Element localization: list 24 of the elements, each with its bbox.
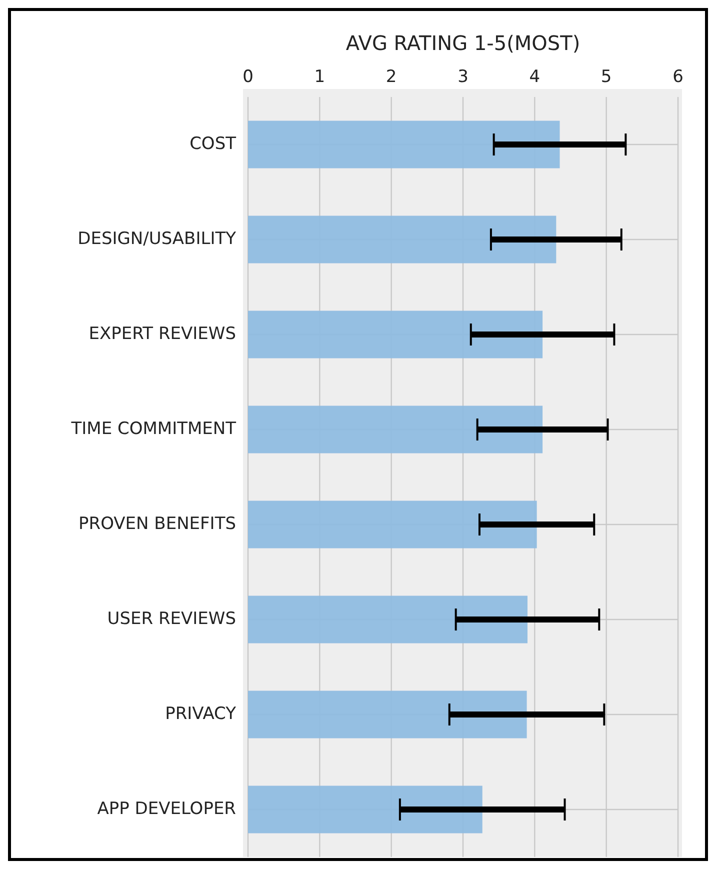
y-tick-label: APP DEVELOPER [97, 799, 236, 820]
y-tick-label: PROVEN BENEFITS [78, 514, 236, 534]
bar [248, 690, 527, 738]
bar [248, 406, 543, 454]
bar [248, 120, 560, 168]
bar [248, 216, 556, 264]
y-tick-label: COST [190, 134, 237, 154]
y-tick-label: EXPERT REVIEWS [88, 324, 236, 344]
bar [248, 500, 537, 548]
x-axis-title: AVG RATING 1-5(MOST) [346, 31, 580, 55]
bar [248, 596, 528, 644]
y-tick-label: DESIGN/USABILITY [78, 229, 237, 250]
y-tick-label: USER REVIEWS [107, 609, 236, 630]
bar [248, 786, 482, 834]
x-tick-label: 4 [529, 67, 540, 87]
x-tick-label: 6 [672, 67, 684, 87]
y-tick-label: PRIVACY [165, 704, 237, 724]
bar [248, 310, 543, 358]
x-tick-label: 3 [458, 67, 468, 87]
y-tick-label: TIME COMMITMENT [70, 419, 237, 440]
x-tick-label: 2 [386, 67, 397, 87]
x-tick-label: 5 [600, 67, 612, 87]
x-tick-label: 1 [314, 67, 326, 87]
x-tick-label: 0 [242, 67, 254, 87]
